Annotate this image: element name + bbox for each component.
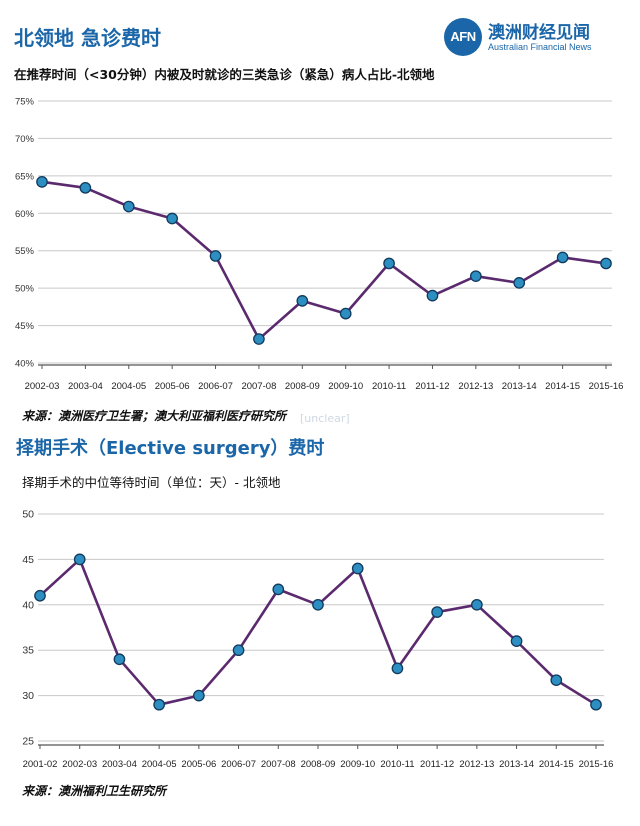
chart2-xtick-label: 2005-06 [181,759,216,770]
chart2-data-point [590,698,602,711]
chart2-xtick-label: 2015-16 [579,759,614,770]
chart1-ytick-label: 40% [15,359,35,370]
chart1-xtick-label: 2003-04 [68,381,103,392]
chart1-data-point [122,200,135,213]
chart1-ytick-label: 65% [15,171,35,182]
chart2-xtick-label: 2014-15 [539,759,574,770]
chart1-data-point [513,277,526,289]
chart1-source: 来源：澳洲医疗卫生署；澳大利亚福利医疗研究所 [22,409,287,423]
chart2-data-point [153,698,165,711]
chart1-xtick-label: 2011-12 [415,381,449,392]
chart2-elective-surgery-wait: 25 30 35 40 45 50 2001-02 2002-03 2003-04 2004-05… [22,509,614,771]
chart2-ytick-label: 30 [22,690,34,702]
chart2-xtick-label: 2006-07 [221,759,256,770]
chart1-xtick-label: 2008-09 [285,381,320,392]
chart2-ytick-label: 50 [22,509,34,521]
chart2-data-point [232,644,245,657]
chart2-xtick-label: 2010-11 [380,759,414,770]
chart1-ytick-label: 70% [15,134,35,145]
chart1-xtick-label: 2014-15 [545,381,580,392]
chart2-heading: 择期手术（Elective surgery）费时 [16,438,325,459]
chart1-xtick-label: 2006-07 [198,381,233,392]
chart1-data-point [79,181,92,194]
chart2-data-point [193,689,205,702]
chart2-data-point [34,589,46,602]
chart1-data-point [556,251,569,264]
chart1-xtick-label: 2007-08 [241,381,276,392]
chart1-series-line [41,180,607,341]
chart1-data-point [339,307,352,320]
chart2-xtick-label: 2009-10 [340,759,375,770]
chart2-data-point [510,635,523,647]
chart1-xtick-label: 2004-05 [111,381,146,392]
chart2-data-point [272,583,285,596]
chart1-data-point [426,289,439,302]
chart1-xtick-label: 2013-14 [502,381,537,392]
afn-logo: AFN 澳洲财经见闻 Australian Financial News [444,18,634,58]
chart2-data-point [113,653,126,666]
chart1-xtick-label: 2010-11 [372,381,406,392]
chart1-data-point [253,333,265,345]
chart2-source: 来源：澳洲福利卫生研究所 [22,784,167,798]
chart2-data-point [550,674,563,687]
chart2-xtick-label: 2001-02 [23,759,58,770]
chart2-xtick-label: 2003-04 [102,759,137,770]
chart1-data-point [600,257,612,270]
chart2-xtick-label: 2013-14 [499,759,534,770]
chart1-data-point [383,257,395,270]
chart2-ytick-label: 35 [22,645,34,657]
chart2-data-point [351,562,364,575]
chart1-ytick-label: 45% [15,321,35,332]
chart2-xtick-label: 2007-08 [261,759,296,770]
chart1-xtick-label: 2015-16 [589,381,624,392]
chart2-ytick-label: 45 [22,554,34,566]
logo-name-cn: 澳洲财经见闻 [488,23,590,43]
chart1-xtick-label: 2012-13 [458,381,493,392]
chart2-xtick-label: 2012-13 [459,759,494,770]
chart1-xtick-label: 2009-10 [328,381,363,392]
chart2-subtitle: 择期手术的中位等待时间（单位：天）- 北领地 [22,475,281,490]
chart1-data-point [209,250,222,262]
chart1-xtick-label: 2002-03 [25,381,60,392]
chart2-series-line [39,558,597,706]
chart1-ytick-label: 75% [15,97,35,108]
chart1-ytick-label: 50% [15,284,35,295]
chart2-data-point [73,553,86,566]
watermark: [unclear] [300,412,350,425]
chart1-heading: 北领地 急诊费时 [14,26,161,50]
chart1-data-point [166,212,179,225]
chart2-xtick-label: 2004-05 [142,759,177,770]
chart2-ytick-label: 25 [22,736,34,748]
logo-name-en: Australian Financial News [488,42,592,52]
chart1-data-point [469,270,482,283]
chart2-data-point [312,598,324,611]
chart1-ytick-label: 55% [15,246,35,257]
chart2-data-point [471,598,483,611]
chart1-data-point [36,175,48,188]
afn-logo-icon: AFN [444,18,482,56]
chart1-subtitle: 在推荐时间（<30分钟）内被及时就诊的三类急诊（紧急）病人占比-北领地 [14,67,435,82]
chart2-xtick-label: 2002-03 [62,759,97,770]
chart2-xtick-label: 2011-12 [420,759,454,770]
chart1-ytick-label: 60% [15,209,35,220]
chart1-emergency-timeliness: 40% 45% 50% 55% 60% 65% 70% 75% 2002-03 2003-04 20… [15,97,624,393]
chart1-data-point [296,295,309,307]
chart2-xtick-label: 2008-09 [301,759,336,770]
chart2-data-point [431,606,443,618]
chart2-data-point [391,662,404,675]
chart2-ytick-label: 40 [22,599,34,611]
chart1-xtick-label: 2005-06 [155,381,190,392]
